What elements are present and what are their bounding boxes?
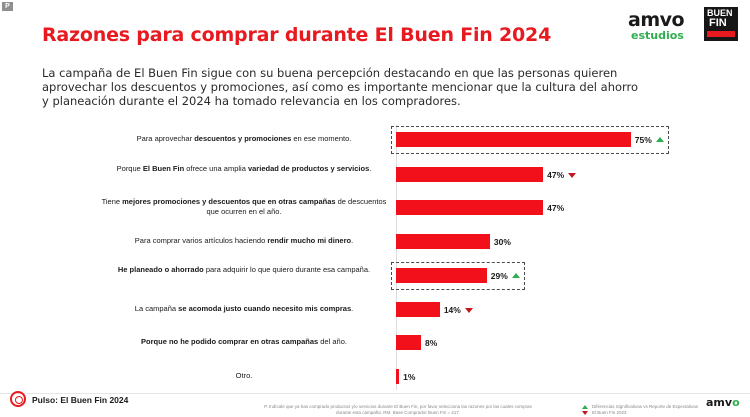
footer-amvo-logo-a: amv (706, 396, 733, 409)
value-label: 47% (547, 170, 565, 180)
value-label: 47% (547, 203, 565, 213)
category-label: Para comprar varios artículos haciendo r… (134, 236, 354, 245)
bar (396, 369, 400, 384)
bar (396, 234, 490, 249)
highlight-box (391, 262, 525, 290)
buen-fin-logo: BUEN FIN (704, 7, 738, 41)
footer-amvo-logo-b: o (732, 396, 740, 409)
chart-baseline (396, 125, 397, 390)
footer-amvo-logo: amvo (706, 396, 740, 409)
value-label: 29% (490, 271, 508, 281)
legend-up-arrow-icon (582, 405, 588, 409)
bar (396, 167, 544, 182)
footer-pulse-title: Pulso: El Buen Fin 2024 (32, 395, 129, 405)
trend-down-icon (568, 173, 577, 178)
intro-paragraph: La campaña de El Buen Fin sigue con su b… (42, 66, 639, 108)
footer-divider (0, 393, 750, 394)
bar (396, 268, 487, 283)
pulse-target-icon (10, 391, 26, 407)
bar (396, 335, 422, 350)
bar (396, 200, 544, 215)
value-label: 30% (493, 237, 511, 247)
amvo-estudios-logo: amvo estudios (628, 9, 693, 42)
page-marker-badge: P (2, 2, 13, 11)
footer-note: P. Indícale que ya has comprado producto… (264, 404, 532, 415)
buen-fin-logo-line1: BUEN (707, 8, 733, 18)
highlight-box (391, 126, 669, 154)
category-label: He planeado o ahorrado para adquirir lo … (117, 265, 371, 274)
amvo-logo-sub: estudios (631, 29, 684, 42)
category-label: Porque no he podido comprar en otras cam… (141, 337, 347, 346)
amvo-logo-word: amvo (628, 9, 685, 31)
category-label: Tiene mejores promociones y descuentos q… (101, 197, 387, 216)
bar (396, 302, 440, 317)
bar (396, 132, 631, 147)
category-label: La campaña se acomoda justo cuando neces… (134, 304, 354, 313)
trend-down-icon (464, 308, 473, 313)
value-label: 14% (443, 305, 461, 315)
buen-fin-logo-line2: FIN (709, 17, 727, 29)
category-label: Otro. (235, 371, 253, 380)
value-label: 1% (403, 372, 416, 382)
value-label: 8% (425, 338, 438, 348)
trend-up-icon (511, 273, 520, 278)
trend-up-icon (655, 137, 664, 142)
buen-fin-logo-bar (707, 31, 735, 37)
category-label: Porque El Buen Fin ofrece una amplia var… (116, 164, 372, 173)
value-label: 75% (634, 135, 652, 145)
category-label: Para aprovechar descuentos y promociones… (136, 134, 352, 143)
legend-down-arrow-icon (582, 411, 588, 415)
footer-legend-text: Diferencias Significativas vs Reporte de… (592, 404, 699, 415)
page-title: Razones para comprar durante El Buen Fin… (42, 24, 552, 46)
